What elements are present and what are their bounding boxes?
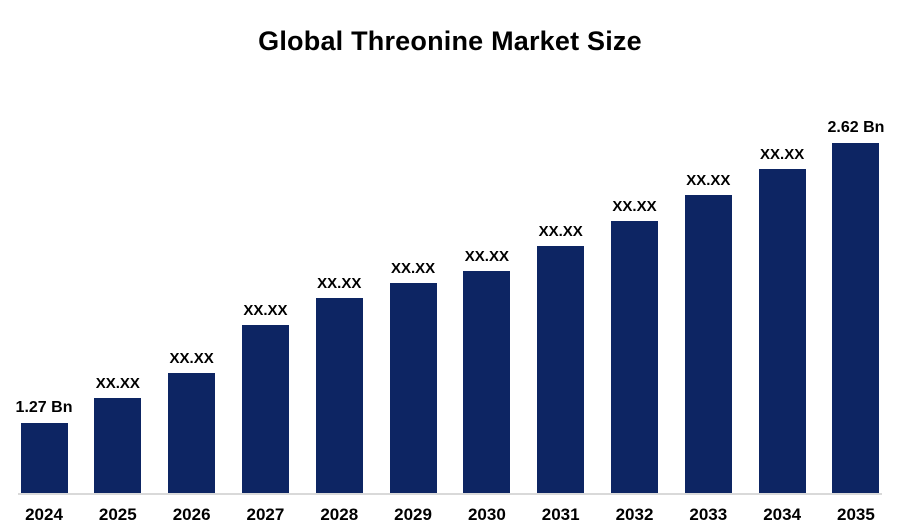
x-axis-label: 2030	[467, 505, 506, 524]
x-axis-label: 2034	[763, 505, 802, 524]
bar-value-label: 1.27 Bn	[15, 399, 73, 416]
x-axis-label: 2024	[25, 505, 63, 524]
plot-area: 1.27 Bn XX.XX XX.XX XX.XX XX.XX XX.XX XX.XX XX.…	[15, 111, 885, 495]
bar-column: XX.XX	[461, 248, 513, 493]
bar-column: XX.XX	[682, 172, 734, 493]
bar-column: XX.XX	[313, 275, 365, 493]
bar	[463, 271, 511, 493]
x-axis-label: 2027	[246, 505, 285, 524]
x-axis-label: 2029	[394, 505, 432, 524]
bar	[758, 169, 806, 493]
bar-value-label: XX.XX	[317, 275, 362, 292]
bar-value-label: XX.XX	[612, 198, 657, 215]
x-axis-label: 2026	[172, 505, 211, 524]
bar	[684, 195, 732, 493]
bar-value-label: XX.XX	[464, 248, 509, 265]
x-axis-label: 2028	[320, 505, 359, 524]
x-axis-label: 2035	[837, 505, 875, 524]
bar	[241, 325, 289, 493]
chart-title: Global Threonine Market Size	[258, 26, 642, 56]
bar	[94, 398, 142, 493]
bar-column: XX.XX	[239, 302, 291, 493]
bar-value-label: XX.XX	[243, 302, 288, 319]
bar-column: XX.XX	[387, 260, 439, 493]
bar-column: XX.XX	[756, 146, 808, 493]
bar-column: XX.XX	[166, 350, 218, 493]
bar	[832, 143, 880, 493]
bar-column: XX.XX	[535, 223, 587, 493]
bar	[20, 423, 68, 493]
bar	[389, 283, 437, 493]
bar-column: XX.XX	[609, 198, 661, 493]
bar-value-label: XX.XX	[760, 146, 805, 163]
bar-value-label: 2.62 Bn	[827, 119, 885, 136]
bar-column: 2.62 Bn	[827, 119, 885, 493]
bar-value-label: XX.XX	[169, 350, 214, 367]
bar	[537, 246, 585, 493]
x-axis-label: 2025	[98, 505, 137, 524]
bar-column: XX.XX	[92, 375, 144, 493]
x-axis-row: 2024 2025 2026 2027 2028 2029 2030 2031 2032 2033…	[18, 495, 882, 525]
bar-value-label: XX.XX	[686, 172, 731, 189]
x-axis-label: 2031	[541, 505, 580, 524]
bar-column: 1.27 Bn	[15, 399, 73, 493]
bar	[611, 221, 658, 493]
bar-value-label: XX.XX	[390, 260, 436, 277]
bar-value-label: XX.XX	[95, 375, 140, 392]
x-axis-label: 2033	[689, 505, 728, 524]
bar	[315, 298, 363, 493]
x-axis-label: 2032	[615, 505, 654, 524]
bar	[168, 373, 216, 493]
bar-value-label: XX.XX	[538, 223, 583, 240]
